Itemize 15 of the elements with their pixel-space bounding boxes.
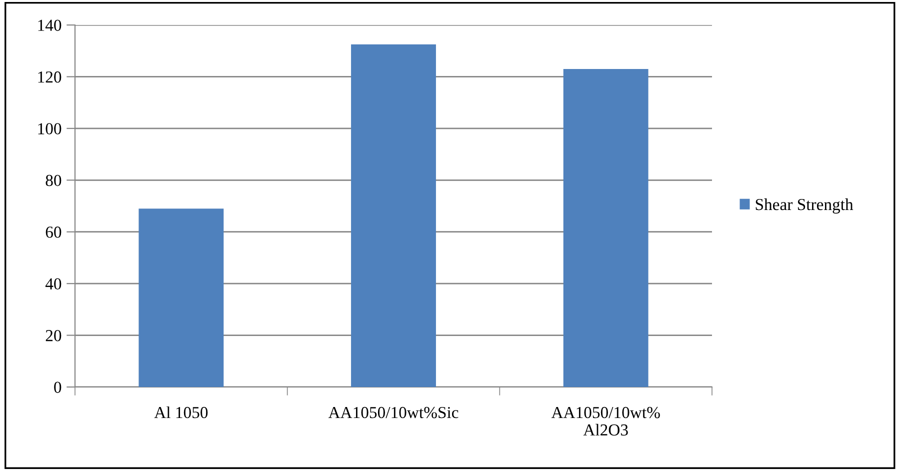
x-tick-label: Al 1050 (154, 406, 208, 418)
y-tick-label: 140 (38, 20, 62, 31)
y-tick-label: 0 (54, 382, 62, 393)
x-tick-label: AA1050/10wt% Al2O3 (551, 406, 660, 436)
y-tick-label: 20 (46, 330, 62, 342)
y-tick-label: 100 (38, 123, 62, 134)
bar (138, 208, 224, 387)
y-tick-label: 40 (45, 278, 62, 290)
x-tick-label: AA1050/10wt%Sic (328, 406, 458, 418)
y-tick-label: 60 (46, 226, 62, 238)
y-tick-label: 80 (46, 174, 62, 186)
y-tick-label: 120 (38, 71, 62, 83)
bar (563, 68, 648, 387)
legend-label: Shear Strength (756, 198, 854, 214)
bar (351, 44, 436, 387)
